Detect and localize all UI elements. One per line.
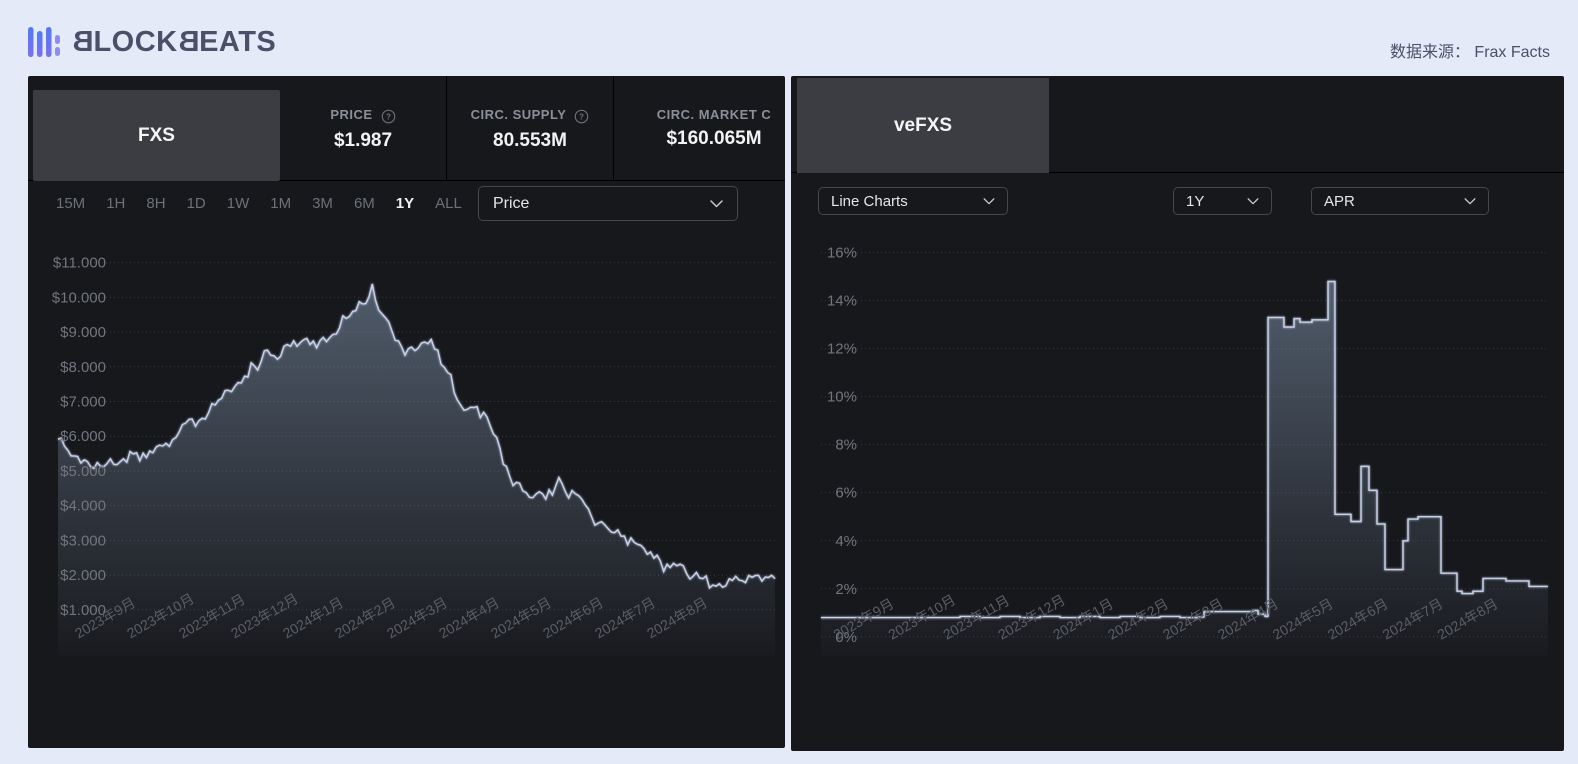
svg-text:?: ? [579,112,584,121]
svg-text:$3.000: $3.000 [60,532,106,549]
svg-text:14%: 14% [827,293,857,310]
svg-text:?: ? [386,112,391,121]
svg-text:$7.000: $7.000 [60,394,106,411]
svg-text:2%: 2% [835,581,857,598]
svg-text:$5.000: $5.000 [60,463,106,480]
svg-text:10%: 10% [827,389,857,406]
svg-text:8%: 8% [835,437,857,454]
svg-text:16%: 16% [827,245,857,262]
svg-text:$10.000: $10.000 [52,289,106,306]
svg-text:$2.000: $2.000 [60,567,106,584]
svg-text:$4.000: $4.000 [60,498,106,515]
svg-text:12%: 12% [827,341,857,358]
svg-text:$6.000: $6.000 [60,428,106,445]
svg-text:$9.000: $9.000 [60,324,106,341]
svg-text:$8.000: $8.000 [60,359,106,376]
svg-text:6%: 6% [835,485,857,502]
svg-text:$11.000: $11.000 [53,255,106,272]
svg-text:4%: 4% [835,533,857,550]
